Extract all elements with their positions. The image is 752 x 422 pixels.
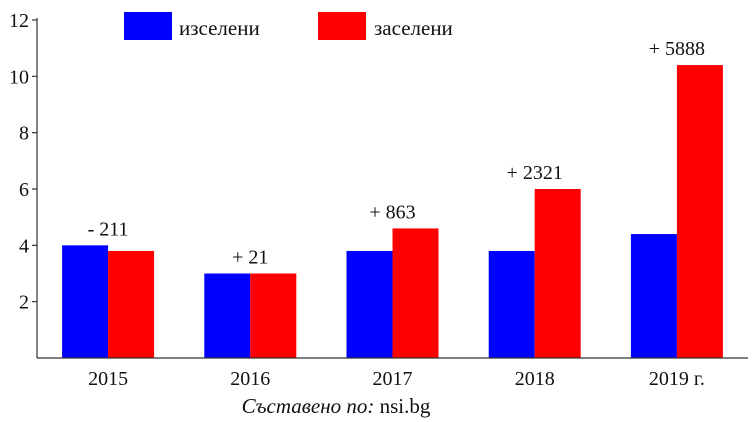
x-tick-label: 2018 bbox=[515, 368, 555, 390]
bar-outgoing bbox=[62, 245, 109, 358]
bar-outgoing bbox=[630, 234, 677, 358]
bar-incoming bbox=[250, 273, 297, 358]
legend-swatch bbox=[318, 12, 366, 40]
bar-incoming bbox=[676, 65, 723, 359]
difference-label: - 211 bbox=[88, 218, 129, 240]
y-tick-label: 4 bbox=[19, 235, 29, 257]
x-tick-label: 2015 bbox=[88, 368, 128, 390]
bar-incoming bbox=[392, 228, 439, 358]
legend-swatch bbox=[124, 12, 172, 40]
legend-label: изселени bbox=[179, 16, 260, 40]
difference-label: + 2321 bbox=[507, 162, 563, 184]
bars bbox=[62, 65, 723, 359]
y-axis: 2 4 6 8 10 12 bbox=[9, 10, 38, 358]
bar-outgoing bbox=[346, 250, 393, 358]
x-tick-label: 2019 г. bbox=[649, 368, 705, 390]
bar-incoming bbox=[108, 250, 155, 358]
y-tick-label: 2 bbox=[19, 292, 29, 314]
x-tick-label: 2016 bbox=[230, 368, 270, 390]
y-tick-label: 6 bbox=[19, 179, 29, 201]
bar-outgoing bbox=[204, 273, 251, 358]
difference-label: + 863 bbox=[369, 201, 415, 223]
difference-annotations: - 211 + 21 + 863 + 2321 + 5888 bbox=[88, 38, 705, 268]
y-tick-label: 10 bbox=[9, 66, 29, 88]
difference-label: + 5888 bbox=[649, 38, 705, 60]
x-tick-label: 2017 bbox=[373, 368, 413, 390]
source-value: nsi.bg bbox=[379, 394, 431, 418]
source-note: Съставено по: nsi.bg bbox=[0, 394, 672, 419]
legend-label: заселени bbox=[374, 16, 453, 40]
bar-incoming bbox=[534, 189, 581, 358]
y-tick-label: 8 bbox=[19, 123, 29, 145]
x-axis: 2015 2016 2017 2018 2019 г. bbox=[37, 357, 748, 390]
bar-outgoing bbox=[488, 250, 535, 358]
y-tick-label: 12 bbox=[9, 10, 29, 32]
difference-label: + 21 bbox=[232, 247, 268, 269]
legend: изселени заселени bbox=[124, 12, 453, 40]
source-label: Съставено по: bbox=[241, 394, 375, 418]
